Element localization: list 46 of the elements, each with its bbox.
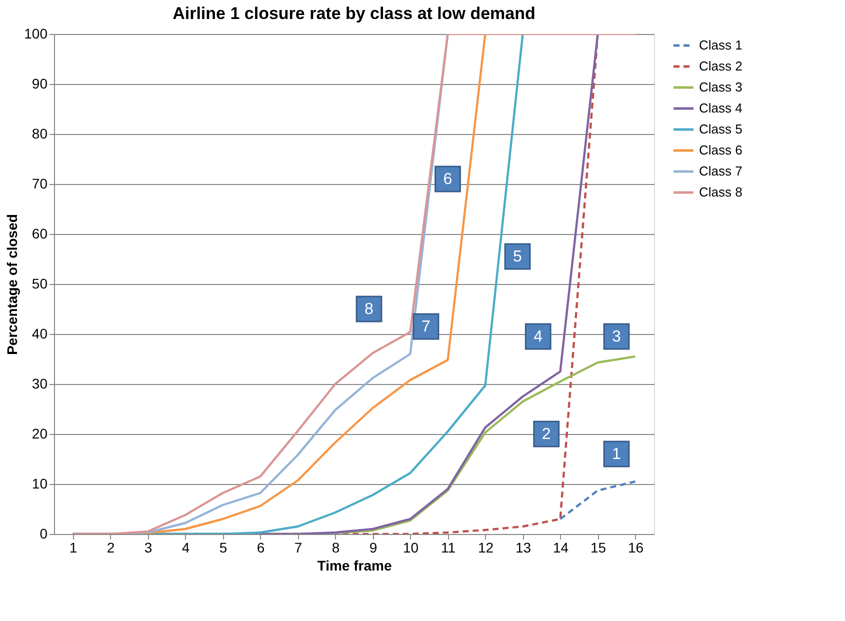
annotation: 6 [443, 171, 452, 188]
y-tick-label: 30 [32, 376, 48, 392]
annotation: 7 [422, 318, 431, 336]
y-tick-label: 90 [32, 76, 48, 92]
y-tick-label: 50 [32, 276, 48, 292]
x-tick-label: 14 [552, 540, 569, 556]
y-tick-label: 60 [32, 226, 48, 242]
x-tick-label: 3 [144, 540, 152, 556]
x-tick-label: 10 [402, 540, 419, 556]
y-tick-label: 80 [32, 126, 48, 142]
legend-label: Class 3 [699, 80, 742, 94]
x-tick-label: 13 [515, 540, 532, 556]
y-tick-label: 20 [32, 426, 48, 442]
annotation: 1 [612, 446, 622, 463]
y-tick-label: 0 [40, 526, 48, 542]
legend-label: Class 4 [699, 100, 742, 116]
legend-label: Class 7 [699, 164, 742, 178]
legend-label: Class 5 [699, 122, 742, 136]
y-tick-label: 40 [32, 326, 48, 342]
x-tick-label: 5 [219, 540, 228, 556]
x-tick-label: 4 [182, 540, 190, 556]
legend-label: Class 1 [699, 38, 742, 52]
y-axis-title: Percentage of closed [4, 214, 20, 355]
legend-label: Class 2 [699, 58, 742, 74]
legend-label: Class 8 [699, 184, 742, 200]
x-tick-label: 11 [440, 540, 456, 556]
x-tick-label: 15 [590, 540, 606, 556]
annotation: 8 [364, 301, 374, 318]
x-tick-label: 8 [332, 540, 340, 556]
legend-label: Class 6 [699, 142, 742, 158]
x-tick-label: 1 [69, 540, 78, 556]
x-tick-label: 2 [106, 540, 115, 556]
y-tick-label: 10 [32, 476, 48, 492]
chart-title: Airline 1 closure rate by class at low demand [172, 4, 536, 23]
y-tick-label: 100 [24, 26, 48, 42]
x-axis-title: Time frame [317, 558, 392, 574]
x-tick-label: 6 [256, 540, 265, 556]
y-tick-label: 70 [32, 176, 48, 192]
x-tick-label: 12 [478, 540, 494, 556]
x-tick-label: 16 [628, 540, 644, 556]
annotation: 5 [513, 248, 522, 266]
annotation: 4 [534, 328, 543, 346]
annotation: 3 [612, 328, 622, 346]
annotation: 2 [542, 426, 551, 443]
x-tick-label: 9 [369, 540, 378, 556]
x-tick-label: 7 [294, 540, 302, 556]
